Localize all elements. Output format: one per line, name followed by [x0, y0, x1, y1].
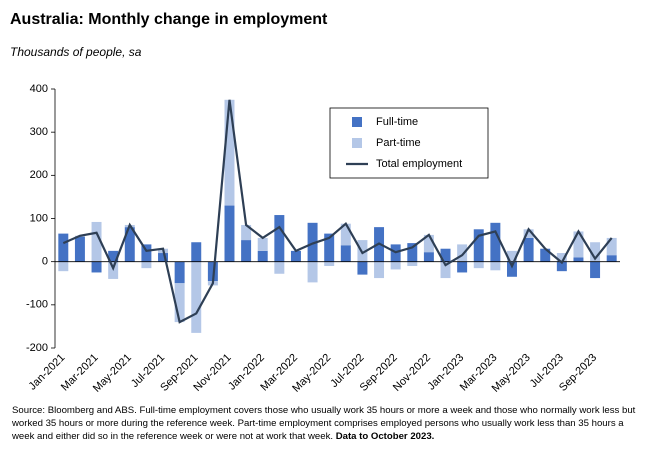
bar: [440, 261, 451, 279]
bar: [224, 99, 235, 206]
y-tick-label: 100: [30, 212, 48, 224]
y-tick-label: -200: [26, 342, 48, 354]
bar: [174, 283, 185, 323]
bar: [158, 253, 168, 262]
bar: [141, 261, 152, 269]
legend-swatch: [352, 117, 362, 127]
bar: [556, 261, 567, 272]
legend-label: Full-time: [376, 116, 418, 128]
bar: [257, 237, 268, 251]
source: Source: Bloomberg and ABS. Full-time emp…: [12, 405, 636, 442]
source-note: Data to October 2023.: [335, 431, 435, 442]
bar: [473, 229, 484, 262]
line: [62, 99, 613, 324]
bar: [457, 244, 468, 262]
bar: [307, 261, 318, 283]
bar: [74, 236, 85, 262]
y-tick-label: 400: [30, 83, 48, 95]
bar: [108, 250, 119, 262]
bar: [374, 261, 385, 279]
bar: [390, 261, 401, 270]
y-tick-label: -100: [26, 299, 48, 311]
bar: [174, 261, 185, 284]
bar: [324, 261, 335, 266]
bar: [357, 261, 368, 275]
bar: [423, 252, 434, 262]
bar: [91, 221, 102, 262]
bar: [423, 234, 434, 253]
bar: [91, 261, 102, 273]
bar: [340, 245, 351, 262]
bar: [590, 242, 601, 262]
bar: [191, 261, 202, 333]
bar: [606, 237, 617, 256]
bar: [473, 261, 484, 269]
bar: [141, 244, 152, 262]
y-tick-label: 300: [30, 126, 48, 138]
chart-title: Australia: Monthly change in employment: [10, 11, 328, 28]
y-tick-label: 200: [30, 169, 48, 181]
bar: [58, 261, 69, 272]
bar: [523, 229, 534, 238]
bar: [407, 243, 418, 262]
bar: [573, 257, 584, 262]
bar: [407, 261, 418, 266]
bar: [573, 231, 584, 258]
y-tick-label: 0: [42, 256, 48, 268]
bar: [290, 250, 301, 262]
footnote: Source: Bloomberg and ABS. Full-time emp…: [12, 404, 640, 443]
bar: [224, 205, 235, 262]
bar: [440, 248, 451, 262]
legend-label: Part-time: [376, 137, 421, 149]
bar: [457, 261, 468, 273]
bar: [241, 224, 252, 241]
bar: [241, 240, 252, 262]
chart-subtitle: Thousands of people, sa: [10, 45, 142, 59]
bar: [307, 222, 318, 262]
bar: [540, 248, 551, 262]
legend-label: Total employment: [376, 158, 462, 170]
bar: [490, 222, 501, 262]
bar: [507, 250, 517, 262]
bar: [274, 215, 285, 262]
bar: [274, 261, 285, 274]
legend-swatch: [352, 138, 362, 148]
bar: [490, 261, 501, 271]
bar: [257, 250, 268, 262]
bar: [58, 233, 69, 262]
bar: [556, 253, 567, 262]
chart: Australia: Monthly change in employment …: [10, 11, 620, 395]
bar: [590, 261, 601, 279]
bar: [191, 242, 202, 262]
bar: [507, 261, 517, 277]
bar: [606, 255, 617, 262]
bar: [340, 223, 351, 246]
bar: [523, 237, 534, 262]
bar: [124, 227, 135, 262]
bar: [324, 233, 335, 262]
